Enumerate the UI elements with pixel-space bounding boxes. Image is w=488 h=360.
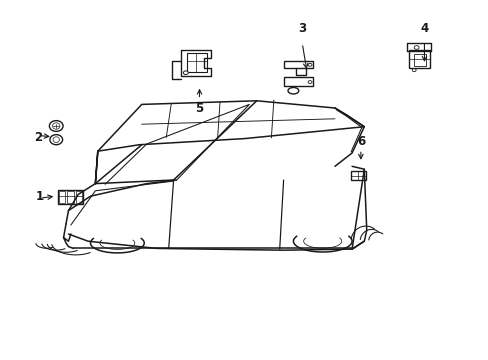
Ellipse shape [53,137,60,143]
Ellipse shape [411,69,415,72]
Ellipse shape [49,121,63,131]
Text: 1: 1 [36,190,44,203]
Ellipse shape [50,135,62,145]
FancyBboxPatch shape [283,77,312,86]
Text: 6: 6 [356,135,364,148]
Ellipse shape [287,87,298,94]
Ellipse shape [413,46,418,49]
FancyBboxPatch shape [408,50,429,68]
Text: 5: 5 [195,102,203,114]
FancyBboxPatch shape [59,191,65,203]
FancyBboxPatch shape [67,191,74,203]
FancyBboxPatch shape [76,191,82,203]
FancyBboxPatch shape [350,171,366,180]
FancyBboxPatch shape [186,53,207,72]
Text: 4: 4 [420,22,427,35]
FancyBboxPatch shape [58,190,83,204]
Ellipse shape [307,81,311,84]
Ellipse shape [53,123,60,129]
Text: 3: 3 [298,22,305,35]
Ellipse shape [183,71,188,75]
Ellipse shape [307,63,311,66]
Text: 2: 2 [34,131,42,144]
FancyBboxPatch shape [413,54,426,66]
FancyBboxPatch shape [283,61,312,68]
